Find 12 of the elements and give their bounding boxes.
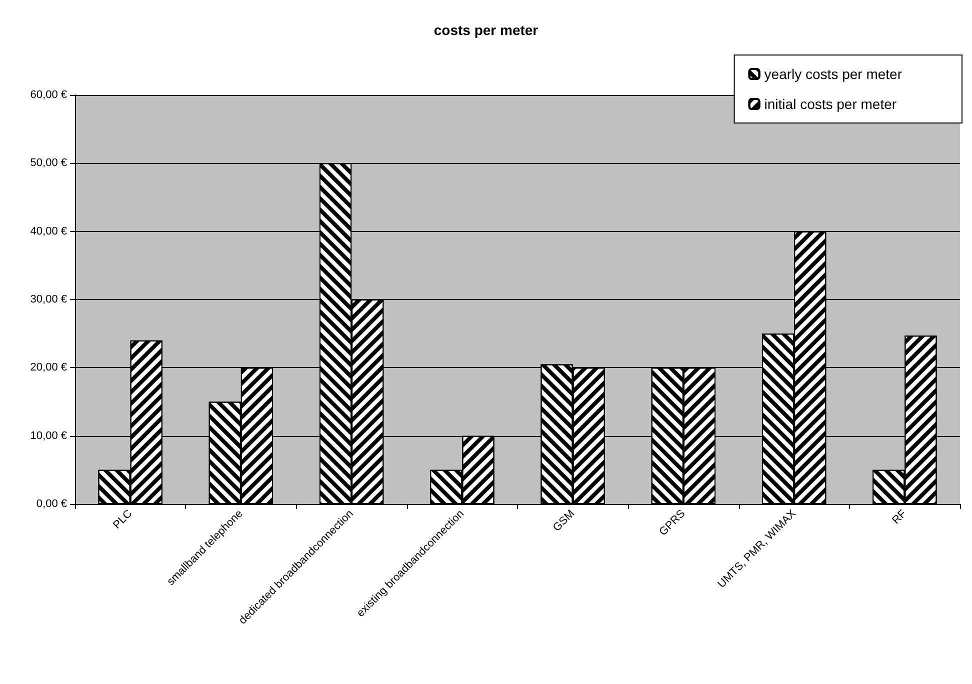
y-tick-label: 50,00 € <box>30 157 67 170</box>
y-tick-label: 60,00 € <box>30 89 67 101</box>
y-tick-label: 0,00 € <box>36 498 67 510</box>
x-tick-label: PLC <box>110 508 135 532</box>
x-tick-label: RF <box>890 508 910 527</box>
legend-label: yearly costs per meter <box>764 66 902 82</box>
y-tick-label: 10,00 € <box>30 430 67 442</box>
legend-label: initial costs per meter <box>764 96 897 112</box>
y-tick-label: 30,00 € <box>30 294 67 306</box>
y-tick-label: 20,00 € <box>30 362 67 374</box>
y-tick-label: 40,00 € <box>30 225 67 238</box>
chart-title: costs per meter <box>434 22 539 38</box>
